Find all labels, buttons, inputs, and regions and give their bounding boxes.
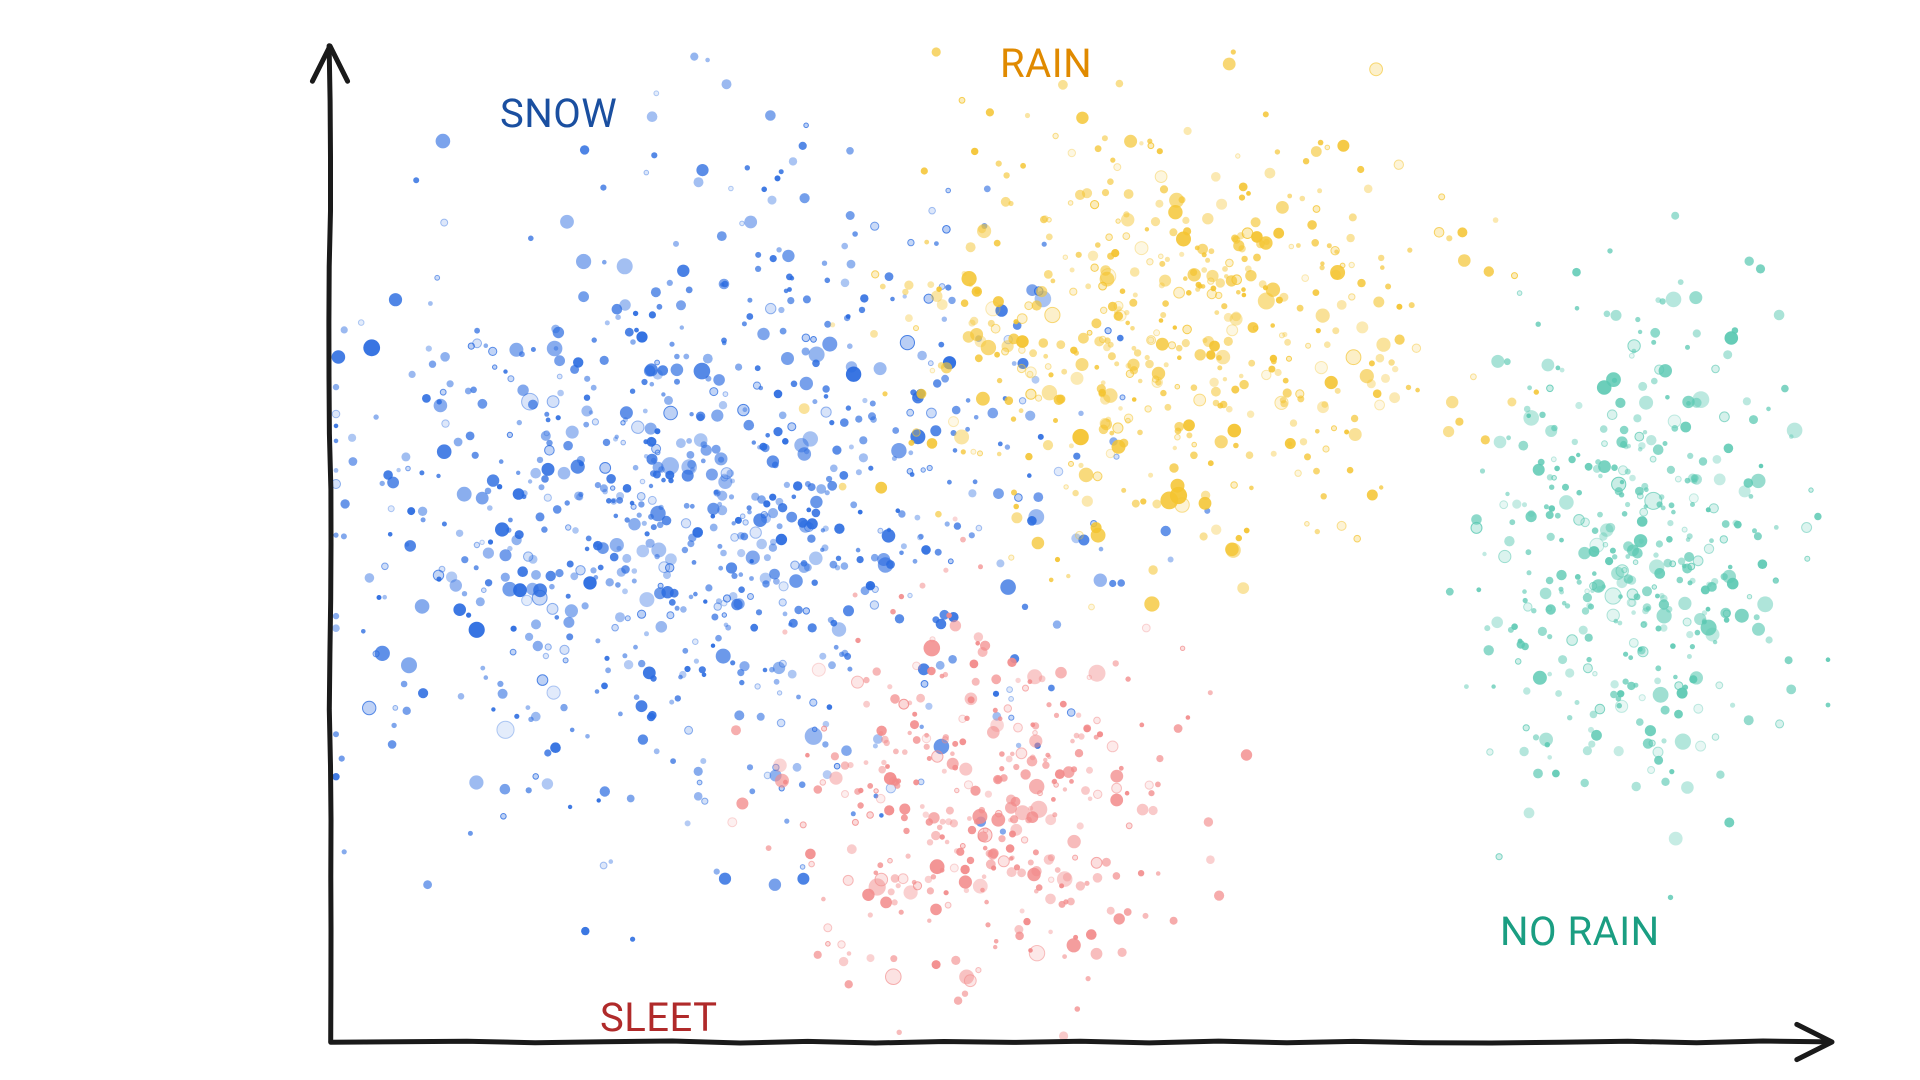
x-axis (331, 1041, 1831, 1043)
cluster-label-rain: RAIN (1000, 40, 1092, 87)
cluster-label-snow: SNOW (500, 90, 617, 137)
cluster-label-norain: NO RAIN (1500, 908, 1660, 955)
y-axis (329, 46, 331, 1042)
cluster-label-sleet: SLEET (600, 994, 718, 1041)
scatter-chart: SNOW RAIN SLEET NO RAIN (0, 0, 1920, 1080)
